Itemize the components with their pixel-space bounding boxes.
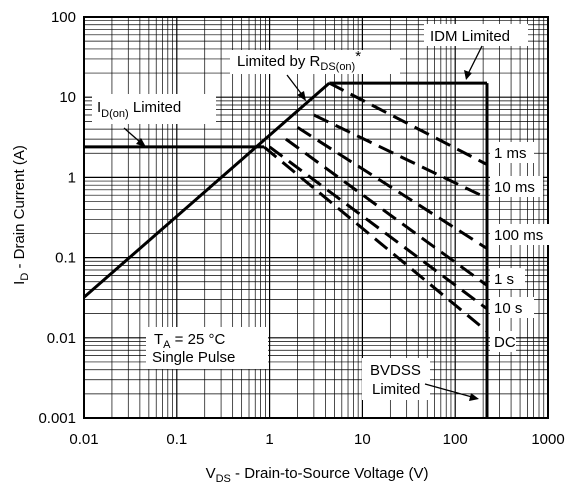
- x-axis-ticks: 0.01 0.1 1 10 100 1000: [69, 431, 564, 448]
- series-label-bg: [490, 331, 516, 352]
- bvdss-arrow-line: [424, 383, 473, 398]
- x-axis-title: VDS - Drain-to-Source Voltage (V): [206, 465, 429, 485]
- idm-arrow-head: [464, 70, 472, 80]
- id-on-arrow-line: [123, 127, 141, 143]
- series-label: 10 ms: [494, 179, 535, 196]
- y-tick-label: 0.01: [47, 330, 76, 347]
- plot-frame: [83, 16, 549, 419]
- y-tick-label: 0.001: [38, 410, 76, 427]
- bvdss-arrow-head: [469, 393, 479, 401]
- id-on-limited-label: ID(on) Limited: [97, 99, 181, 120]
- series-label: 10 s: [494, 300, 522, 317]
- series-label-bg: [490, 297, 534, 318]
- condition-bg: [146, 327, 268, 369]
- series-label-bg: [490, 268, 525, 289]
- temp-condition-label: TA = 25 °C: [154, 331, 225, 351]
- y-tick-label: 100: [51, 9, 76, 26]
- dashed-line-10-s: [268, 145, 488, 311]
- limit-line-rds_on_limit: [83, 81, 331, 299]
- series-label: 100 ms: [494, 227, 543, 244]
- series-label: 1 ms: [494, 145, 527, 162]
- x-tick-label: 0.1: [166, 431, 187, 448]
- series-labels: 1 ms 10 ms 100 ms 1 s 10 s DC: [490, 142, 552, 352]
- y-axis-ticks: 100 10 1 0.1 0.01 0.001: [38, 9, 76, 427]
- x-tick-label: 0.01: [69, 431, 98, 448]
- bvdss-label-line2: Limited: [372, 381, 420, 398]
- series-label-bg: [490, 176, 543, 197]
- id-on-label-bg: [92, 94, 216, 124]
- idm-limited-label: IDM Limited: [430, 28, 510, 45]
- x-tick-label: 1000: [531, 431, 564, 448]
- series-label: DC: [494, 334, 516, 351]
- rds-arrow-line: [286, 74, 304, 97]
- x-tick-label: 1: [265, 431, 273, 448]
- rds-arrow-head: [297, 91, 306, 101]
- series-label-bg: [490, 142, 534, 163]
- bvdss-label-line1: BVDSS: [370, 362, 421, 379]
- dashed-line-1-ms: [328, 81, 488, 166]
- dashed-line-1-s: [285, 137, 488, 287]
- idm-arrow-line: [467, 45, 483, 75]
- rds-label-bg: [230, 50, 400, 74]
- single-pulse-label: Single Pulse: [152, 349, 235, 366]
- series-label: 1 s: [494, 271, 514, 288]
- rds-limited-label: Limited by RDS(on)*: [237, 48, 361, 73]
- x-tick-label: 100: [443, 431, 468, 448]
- bvdss-label-bg: [362, 358, 430, 400]
- annotations: IDM Limited Limited by RDS(on)* ID(on) L…: [92, 24, 528, 401]
- soa-curves: [83, 81, 489, 418]
- y-axis-title: ID - Drain Current (A): [11, 145, 31, 285]
- idm-label-bg: [424, 24, 528, 46]
- series-label-bg: [490, 224, 552, 245]
- y-tick-label: 10: [59, 89, 76, 106]
- dashed-line-100-ms: [296, 126, 488, 250]
- dashed-line-10-ms: [313, 113, 488, 200]
- dashed-line-DC: [263, 145, 488, 333]
- x-tick-label: 10: [354, 431, 371, 448]
- y-tick-label: 1: [68, 169, 76, 186]
- id-on-arrow-head: [136, 138, 146, 147]
- y-tick-label: 0.1: [55, 250, 76, 267]
